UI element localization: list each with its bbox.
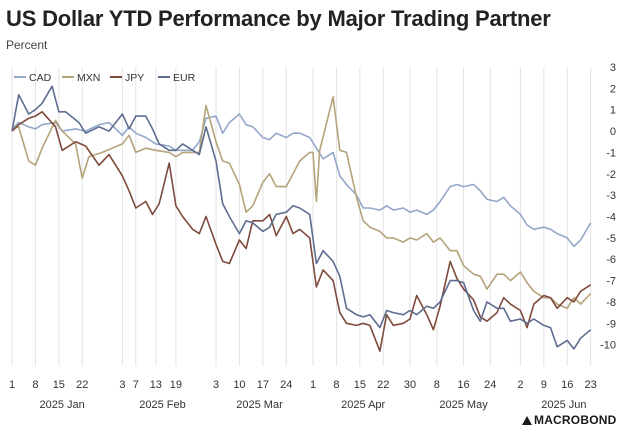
series-line-jpy (11, 111, 592, 352)
y-tick-label: -3 (606, 190, 616, 202)
legend-label-jpy: JPY (125, 72, 144, 84)
y-tick-label: -5 (606, 233, 616, 245)
x-tick-label: 9 (541, 379, 547, 391)
macrobond-logo: MACROBOND (522, 413, 616, 427)
x-tick-label: 1 (310, 379, 316, 391)
x-tick-label: 8 (333, 379, 339, 391)
x-tick-label: 16 (457, 379, 469, 391)
x-month-label: 2025 Jun (541, 399, 586, 411)
series-line-cad (11, 113, 592, 248)
x-tick-label: 8 (434, 379, 440, 391)
x-tick-label: 2 (517, 379, 523, 391)
x-tick-label: 15 (354, 379, 366, 391)
x-month-label: 2025 May (439, 399, 488, 411)
x-tick-label: 13 (150, 379, 162, 391)
y-tick-label: 3 (610, 62, 616, 74)
x-tick-label: 7 (133, 379, 139, 391)
x-tick-label: 17 (257, 379, 269, 391)
y-tick-label: 2 (610, 83, 616, 95)
logo-triangle-icon (522, 416, 532, 425)
series-lines (11, 85, 592, 352)
y-tick-label: -10 (600, 340, 616, 352)
x-tick-label: 15 (53, 379, 65, 391)
x-month-label: 2025 Jan (40, 399, 85, 411)
chart-subtitle: Percent (6, 38, 48, 52)
x-tick-label: 3 (213, 379, 219, 391)
x-tick-label: 22 (377, 379, 389, 391)
x-month-label: 2025 Apr (341, 399, 385, 411)
chart-title: US Dollar YTD Performance by Major Tradi… (6, 6, 551, 31)
x-tick-label: 16 (561, 379, 573, 391)
y-tick-label: -8 (606, 297, 616, 309)
y-tick-label: -7 (606, 276, 616, 288)
x-tick-label: 1 (9, 379, 15, 391)
x-tick-label: 23 (585, 379, 597, 391)
legend-label-cad: CAD (29, 72, 52, 84)
legend: CAD MXN JPY EUR (14, 72, 196, 84)
y-tick-label: 0 (610, 126, 616, 138)
x-tick-label: 24 (484, 379, 496, 391)
y-tick-label: -4 (606, 212, 616, 224)
x-tick-label: 19 (170, 379, 182, 391)
y-tick-label: -2 (606, 169, 616, 181)
x-tick-label: 3 (119, 379, 125, 391)
y-tick-label: -1 (606, 147, 616, 159)
series-line-eur (11, 85, 592, 350)
x-month-label: 2025 Feb (139, 399, 185, 411)
logo-text: MACROBOND (534, 413, 617, 427)
axes: 1 8 15 22 3 7 13 19 3 10 17 24 1 8 15 22 30 8 16 24 2 9 16 2320… (9, 62, 616, 411)
series-line-mxn (11, 96, 592, 310)
y-tick-label: -9 (606, 318, 616, 330)
x-tick-label: 10 (233, 379, 245, 391)
x-tick-label: 30 (404, 379, 416, 391)
grid-lines (11, 67, 592, 366)
y-tick-label: -6 (606, 254, 616, 266)
y-tick-label: 1 (610, 105, 616, 117)
x-tick-label: 24 (280, 379, 292, 391)
x-tick-label: 8 (32, 379, 38, 391)
legend-label-mxn: MXN (77, 72, 100, 84)
legend-label-eur: EUR (173, 72, 196, 84)
x-month-label: 2025 Mar (236, 399, 283, 411)
x-tick-label: 22 (76, 379, 88, 391)
